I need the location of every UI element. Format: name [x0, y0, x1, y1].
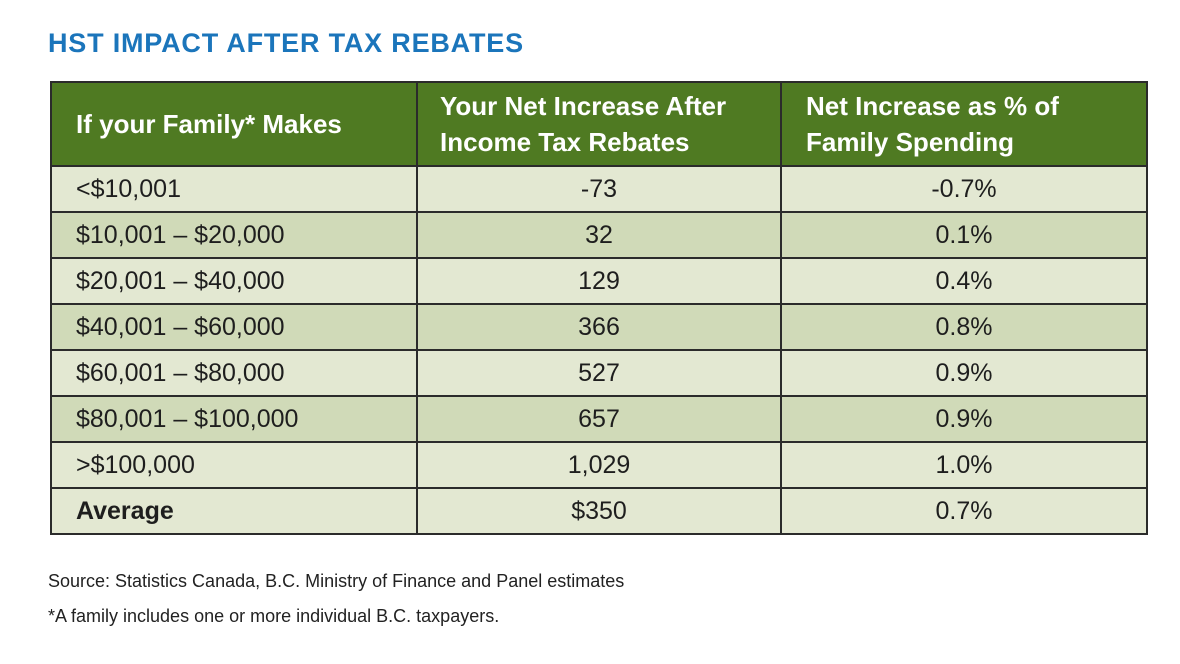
- source-note: Source: Statistics Canada, B.C. Ministry…: [48, 571, 625, 591]
- cell-net-increase: 129: [416, 257, 782, 305]
- table-row: $80,001 – $100,000 657 0.9%: [50, 395, 1148, 443]
- cell-net-increase: -73: [416, 165, 782, 213]
- cell-income-range: $40,001 – $60,000: [50, 303, 418, 351]
- cell-net-increase: 366: [416, 303, 782, 351]
- cell-net-increase: 657: [416, 395, 782, 443]
- table-row: $60,001 – $80,000 527 0.9%: [50, 349, 1148, 397]
- header-pct-spending-line-2: Family Spending: [806, 127, 1015, 157]
- header-net-increase: Your Net Increase After Income Tax Rebat…: [416, 81, 782, 167]
- cell-pct-spending: 0.1%: [780, 211, 1148, 259]
- chart-title: HST IMPACT AFTER TAX REBATES: [48, 28, 524, 58]
- cell-income-range: $20,001 – $40,000: [50, 257, 418, 305]
- table-row: $20,001 – $40,000 129 0.4%: [50, 257, 1148, 305]
- footnote: *A family includes one or more individua…: [48, 606, 500, 626]
- cell-pct-spending: -0.7%: [780, 165, 1148, 213]
- cell-net-increase: 32: [416, 211, 782, 259]
- cell-net-increase: $350: [416, 487, 782, 535]
- header-family-income-line-1: If your Family* Makes: [76, 109, 342, 139]
- table-body: <$10,001 -73 -0.7% $10,001 – $20,000 32 0.1% $…: [50, 165, 1148, 535]
- cell-income-range: $60,001 – $80,000: [50, 349, 418, 397]
- cell-pct-spending: 1.0%: [780, 441, 1148, 489]
- cell-income-range: >$100,000: [50, 441, 418, 489]
- header-pct-spending: Net Increase as % of Family Spending: [780, 81, 1148, 167]
- cell-pct-spending: 0.4%: [780, 257, 1148, 305]
- table-row: <$10,001 -73 -0.7%: [50, 165, 1148, 213]
- header-pct-spending-line-1: Net Increase as % of: [806, 91, 1059, 121]
- cell-pct-spending: 0.8%: [780, 303, 1148, 351]
- cell-income-range: $10,001 – $20,000: [50, 211, 418, 259]
- table-row-average: Average $350 0.7%: [50, 487, 1148, 535]
- cell-net-increase: 527: [416, 349, 782, 397]
- table-row: $10,001 – $20,000 32 0.1%: [50, 211, 1148, 259]
- header-family-income: If your Family* Makes: [50, 81, 418, 167]
- cell-net-increase: 1,029: [416, 441, 782, 489]
- cell-pct-spending: 0.9%: [780, 349, 1148, 397]
- header-net-increase-line-1: Your Net Increase After: [440, 91, 727, 121]
- table-row: >$100,000 1,029 1.0%: [50, 441, 1148, 489]
- cell-income-range: $80,001 – $100,000: [50, 395, 418, 443]
- table-row: $40,001 – $60,000 366 0.8%: [50, 303, 1148, 351]
- table-header-row: If your Family* Makes Your Net Increase …: [50, 81, 1148, 167]
- hst-impact-table: If your Family* Makes Your Net Increase …: [50, 81, 1148, 535]
- header-net-increase-line-2: Income Tax Rebates: [440, 127, 690, 157]
- cell-pct-spending: 0.9%: [780, 395, 1148, 443]
- cell-income-range: Average: [50, 487, 418, 535]
- cell-pct-spending: 0.7%: [780, 487, 1148, 535]
- cell-income-range: <$10,001: [50, 165, 418, 213]
